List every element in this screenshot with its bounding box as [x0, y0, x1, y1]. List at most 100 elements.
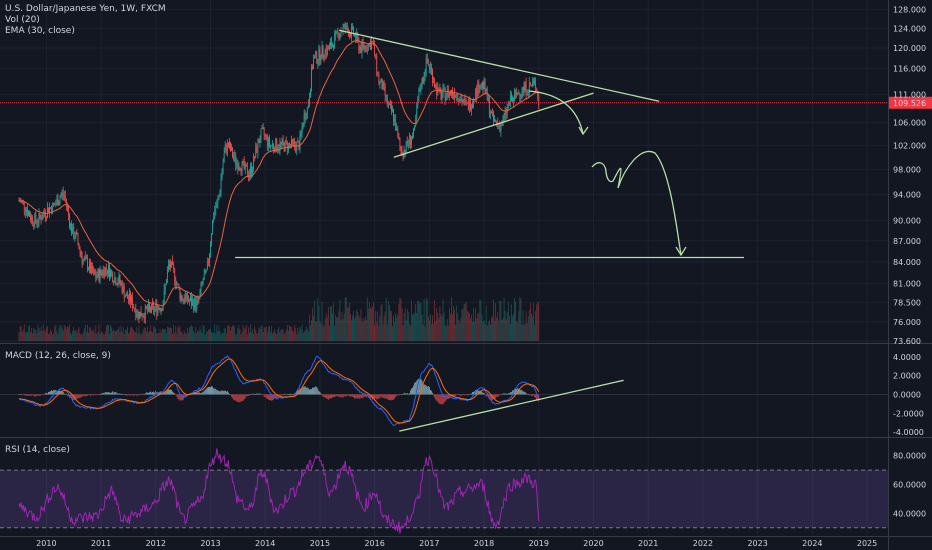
macd-histogram-bar: [422, 382, 424, 395]
macd-histogram-bar: [363, 394, 365, 397]
candle-body: [479, 89, 481, 93]
macd-histogram-bar: [499, 394, 501, 396]
volume-bar: [198, 331, 200, 341]
volume-bar: [405, 320, 407, 341]
volume-bar: [383, 315, 385, 341]
macd-histogram-bar: [249, 394, 250, 396]
candle-body: [179, 288, 181, 300]
candle-body: [381, 78, 383, 90]
volume-bar: [47, 326, 48, 341]
price-tick-label: 98.000: [893, 165, 921, 174]
macd-histogram-bar: [180, 394, 182, 400]
macd-histogram-bar: [250, 394, 251, 395]
candle-body: [402, 154, 404, 158]
macd-histogram-bar: [72, 394, 74, 400]
volume-bar: [215, 333, 217, 341]
candle-body: [412, 135, 413, 140]
volume-bar: [412, 314, 413, 341]
candle-body: [201, 282, 203, 284]
projection-path: [591, 150, 682, 256]
candle-body: [293, 141, 294, 143]
volume-bar: [432, 315, 433, 341]
macd-histogram-bar: [150, 391, 151, 395]
macd-histogram-bar: [286, 393, 288, 395]
macd-histogram-bar: [83, 394, 85, 396]
candle-body: [150, 307, 151, 312]
macd-histogram-bar: [512, 390, 513, 395]
macd-histogram-bar: [51, 390, 52, 395]
rsi-line: [18, 448, 540, 534]
volume-bar: [160, 332, 162, 341]
volume-bar: [280, 329, 282, 341]
macd-histogram-bar: [355, 394, 357, 399]
volume-bar: [522, 310, 524, 341]
volume-bar: [369, 302, 370, 341]
volume-bar: [444, 325, 446, 341]
volume-bar: [476, 317, 478, 341]
candle-body: [325, 49, 327, 55]
macd-histogram-bar: [88, 394, 89, 396]
macd-histogram-bar: [523, 391, 525, 395]
candle-body: [434, 82, 435, 87]
volume-bar: [263, 327, 265, 341]
macd-histogram-bar: [275, 394, 277, 399]
volume-bar: [125, 329, 127, 341]
macd-histogram-bar: [64, 393, 66, 395]
candle-body: [401, 150, 403, 155]
macd-histogram-bar: [411, 388, 412, 395]
volume-bar: [407, 312, 409, 341]
macd-histogram-bar: [394, 394, 395, 399]
volume-bar: [298, 331, 300, 341]
candle-body: [48, 207, 49, 214]
candle-body: [35, 214, 37, 222]
candle-body: [372, 41, 373, 43]
volume-bar: [436, 307, 438, 341]
candle-body: [426, 57, 428, 64]
macd-histogram-bar: [232, 394, 233, 398]
macd-histogram-bar: [272, 394, 273, 401]
volume-bar: [285, 329, 287, 341]
macd-histogram-bar: [223, 390, 225, 395]
volume-bar: [271, 326, 272, 341]
macd-histogram-bar: [270, 394, 271, 401]
volume-bar: [519, 297, 521, 341]
candle-body: [392, 109, 393, 111]
candle-body: [345, 24, 347, 30]
macd-histogram-bar: [175, 394, 177, 396]
volume-bar: [229, 326, 230, 341]
macd-histogram-bar: [274, 394, 276, 399]
macd-histogram-bar: [520, 389, 522, 395]
volume-bar: [191, 324, 192, 341]
macd-histogram-bar: [246, 394, 248, 397]
candle-body: [514, 93, 515, 102]
macd-histogram-bar: [199, 393, 201, 395]
volume-bar: [180, 330, 182, 341]
macd-histogram-bar: [282, 394, 284, 396]
volume-bar: [359, 318, 361, 341]
macd-histogram-bar: [92, 394, 94, 396]
volume-bar: [249, 331, 250, 341]
volume-bar: [205, 331, 207, 341]
volume-bar: [34, 329, 36, 341]
macd-histogram-bar: [201, 392, 203, 395]
macd-histogram-bar: [234, 394, 236, 401]
volume-bar: [70, 332, 71, 341]
candle-body: [448, 92, 450, 97]
candle-body: [190, 297, 191, 301]
candle-body: [313, 58, 314, 69]
candle-body: [132, 296, 134, 308]
volume-bar: [184, 333, 186, 341]
rsi-tick-label: 60.0000: [893, 481, 926, 490]
candle-body: [103, 269, 105, 277]
volume-bar: [166, 326, 168, 341]
candle-body: [70, 223, 71, 227]
volume-bar: [335, 315, 337, 341]
volume-bar: [495, 303, 497, 341]
volume-bar: [283, 334, 285, 341]
macd-histogram-bar: [139, 394, 141, 396]
macd-histogram-bar: [176, 394, 178, 397]
candle-body: [143, 316, 145, 319]
volume-bar: [140, 334, 142, 341]
volume-bar: [379, 316, 381, 341]
